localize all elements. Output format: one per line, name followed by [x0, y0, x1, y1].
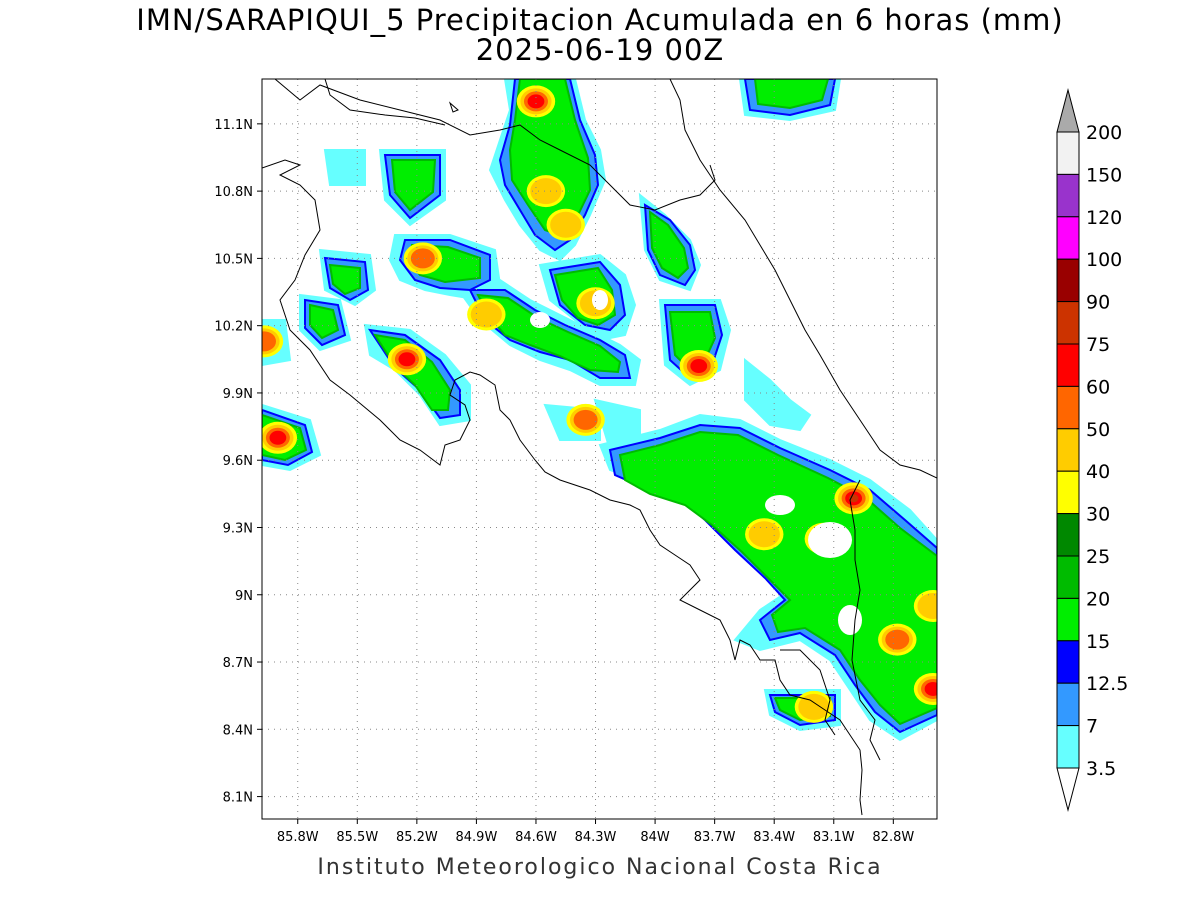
precip-core	[410, 248, 435, 269]
coastline	[262, 79, 937, 816]
colorbar-label: 50	[1086, 419, 1110, 441]
precip-core	[262, 331, 276, 352]
colorbar-label: 100	[1086, 249, 1122, 271]
colorbar: 200 150 120 100 90 75 60 50 40 30 25 20 15 12.5 7 3.5	[1056, 88, 1128, 812]
lat-tick-label: 9N	[235, 589, 253, 604]
colorbar-label: 20	[1086, 588, 1110, 610]
colorbar-max-arrow	[1056, 88, 1080, 133]
colorbar-box	[1056, 216, 1080, 260]
colorbar-box	[1056, 555, 1080, 599]
lon-tick-label: 84.6W	[515, 830, 557, 845]
colorbar-label: 60	[1086, 376, 1110, 398]
lat-tick-label: 11.1N	[214, 118, 253, 133]
lat-tick-label: 9.9N	[223, 387, 253, 402]
precip-core	[269, 430, 287, 445]
colorbar-box	[1056, 385, 1080, 430]
precip-core	[798, 693, 830, 720]
colorbar-label: 200	[1086, 122, 1122, 144]
precip-core	[924, 681, 937, 696]
colorbar-label: 7	[1086, 716, 1098, 738]
lon-tick-label: 83.7W	[694, 830, 736, 845]
precip-core	[848, 494, 859, 503]
colorbar-box	[1056, 428, 1080, 472]
lat-tick-label: 9.3N	[223, 521, 253, 536]
lon-tick-label: 85.2W	[396, 830, 438, 845]
map-frame	[261, 78, 938, 820]
longitude-axis: 85.8W 85.5W 85.2W 84.9W 84.6W 84.3W 84W 83.7W 83…	[277, 819, 914, 845]
lon-tick-label: 83.1W	[813, 830, 855, 845]
lon-tick-label: 84.9W	[456, 830, 498, 845]
lat-tick-label: 9.6N	[223, 454, 253, 469]
colorbar-label: 12.5	[1086, 673, 1128, 695]
colorbar-box	[1056, 597, 1080, 642]
lat-tick-label: 10.8N	[214, 185, 253, 200]
precip-core	[550, 211, 582, 238]
colorbar-box	[1056, 301, 1080, 345]
lat-tick-label: 8.4N	[223, 723, 253, 738]
colorbar-label: 120	[1086, 207, 1122, 229]
colorbar-box	[1056, 343, 1080, 387]
colorbar-box	[1056, 173, 1080, 218]
colorbar-box	[1056, 258, 1080, 303]
colorbar-label: 40	[1086, 461, 1110, 483]
lon-tick-label: 84W	[640, 830, 670, 845]
precip-core	[527, 94, 545, 109]
precip-core	[470, 301, 502, 328]
lon-tick-label: 85.5W	[336, 830, 378, 845]
colorbar-box	[1056, 682, 1080, 727]
lat-tick-label: 10.2N	[214, 320, 253, 335]
colorbar-label: 90	[1086, 292, 1110, 314]
precip-core	[748, 521, 780, 548]
precip-core	[573, 409, 598, 430]
colorbar-box	[1056, 725, 1080, 769]
lat-tick-label: 8.1N	[223, 791, 253, 806]
lat-tick-label: 8.7N	[223, 656, 253, 671]
precip-core	[530, 178, 562, 205]
colorbar-label: 75	[1086, 334, 1110, 356]
lat-tick-label: 10.5N	[214, 252, 253, 267]
colorbar-label: 150	[1086, 164, 1122, 186]
colorbar-box	[1056, 131, 1080, 175]
lon-tick-label: 85.8W	[277, 830, 319, 845]
precip-cores	[262, 85, 937, 723]
colorbar-box	[1056, 640, 1080, 684]
colorbar-min-arrow	[1056, 767, 1080, 812]
colorbar-label: 25	[1086, 546, 1110, 568]
precip-core	[885, 629, 910, 650]
colorbar-label: 30	[1086, 504, 1110, 526]
precip-core	[917, 592, 937, 619]
chart-subtitle: 2025-06-19 00Z	[475, 33, 725, 67]
footer-credit: Instituto Meteorologico Nacional Costa R…	[317, 855, 883, 880]
precip-core	[690, 359, 708, 374]
chart-title: IMN/SARAPIQUI_5 Precipitacion Acumulada …	[136, 3, 1064, 37]
colorbar-box	[1056, 470, 1080, 515]
colorbar-label: 3.5	[1086, 758, 1116, 780]
precip-core	[398, 352, 416, 367]
colorbar-label: 15	[1086, 631, 1110, 653]
lon-tick-label: 82.8W	[872, 830, 914, 845]
lon-tick-label: 83.4W	[753, 830, 795, 845]
latitude-axis: 11.1N 10.8N 10.5N 10.2N 9.9N 9.6N 9.3N 9N 8.7N 8.…	[214, 118, 262, 806]
lon-tick-label: 84.3W	[575, 830, 617, 845]
precipitation-field	[262, 79, 937, 742]
colorbar-box	[1056, 513, 1080, 557]
